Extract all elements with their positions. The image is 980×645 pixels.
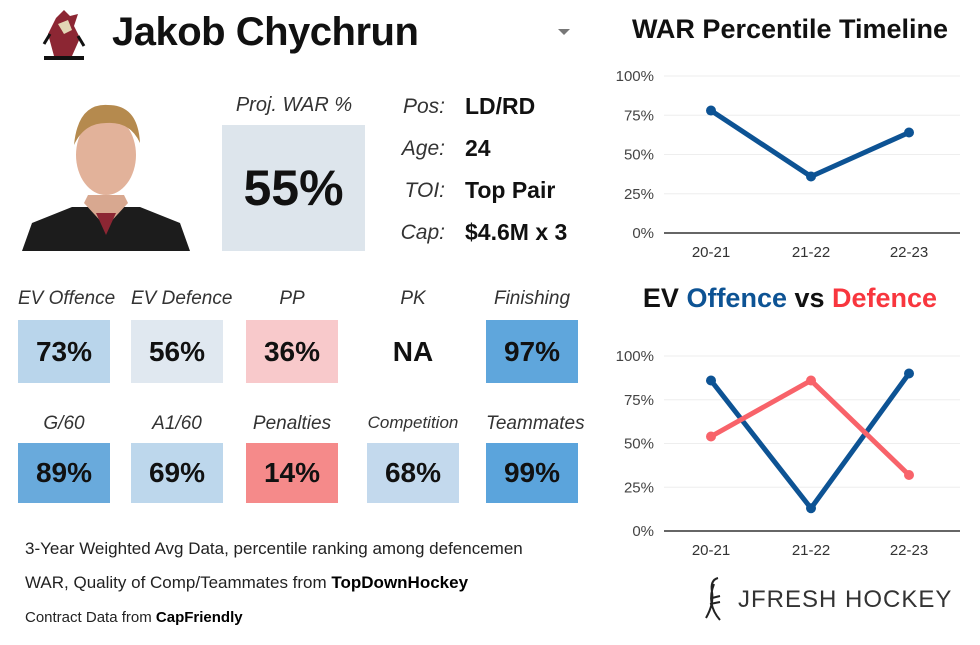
- stat-label: EV Offence: [18, 288, 116, 309]
- x-tick-label: 21-22: [792, 542, 830, 559]
- info-label-toi: TOI:: [404, 179, 445, 202]
- y-tick-label: 100%: [616, 348, 654, 365]
- war-timeline-chart: 0% 25% 50% 75% 100% 20-21 21-22 22-23: [616, 68, 960, 261]
- player-photo: [22, 95, 190, 251]
- y-tick-label: 75%: [624, 392, 654, 409]
- stat-label: G/60: [43, 413, 85, 434]
- proj-war-label: Proj. WAR %: [235, 94, 353, 116]
- data-point: [904, 368, 914, 379]
- data-point: [904, 127, 914, 138]
- stat-value: 97%: [486, 320, 578, 383]
- data-point: [806, 503, 816, 514]
- x-tick-label: 20-21: [692, 244, 730, 261]
- stat-label: Teammates: [486, 413, 585, 434]
- info-value-age: 24: [465, 135, 491, 161]
- series-line: [709, 372, 912, 511]
- x-tick-label: 22-23: [890, 542, 928, 559]
- y-tick-label: 75%: [624, 107, 654, 124]
- y-tick-label: 50%: [624, 147, 654, 164]
- footer-source-contract: Contract Data from CapFriendly: [25, 609, 243, 626]
- chart1-title: WAR Percentile Timeline: [631, 14, 949, 44]
- x-tick-label: 21-22: [792, 244, 830, 261]
- footer-note: 3-Year Weighted Avg Data, percentile ran…: [25, 539, 523, 558]
- brand-name: JFRESH HOCKEY: [738, 586, 953, 613]
- stat-value: 36%: [246, 320, 338, 383]
- player-dropdown-chevron-icon[interactable]: [558, 29, 570, 35]
- info-label-age: Age:: [401, 137, 445, 160]
- stat-label: PK: [400, 288, 426, 309]
- info-value-pos: LD/RD: [465, 93, 536, 119]
- data-point: [706, 431, 716, 442]
- data-point: [706, 105, 716, 116]
- stat-value: 99%: [486, 443, 578, 503]
- y-tick-label: 0%: [632, 225, 654, 242]
- info-label-pos: Pos:: [402, 95, 445, 118]
- data-point: [706, 375, 716, 386]
- info-label-cap: Cap:: [400, 221, 445, 244]
- stat-label: A1/60: [152, 413, 202, 434]
- data-point: [806, 171, 816, 182]
- y-tick-label: 50%: [624, 436, 654, 453]
- info-value-toi: Top Pair: [465, 177, 556, 203]
- team-logo: [42, 10, 86, 60]
- data-point: [904, 470, 914, 480]
- jfresh-logo-icon: [705, 577, 721, 621]
- x-tick-label: 20-21: [692, 542, 730, 559]
- proj-war-value: 55%: [222, 125, 365, 251]
- y-tick-label: 25%: [624, 479, 654, 496]
- stat-label: Finishing: [493, 288, 571, 309]
- player-name: Jakob Chychrun: [112, 10, 419, 54]
- stat-value: NA: [367, 320, 459, 383]
- y-tick-label: 25%: [624, 186, 654, 203]
- stat-value: 14%: [246, 443, 338, 503]
- stat-label: Penalties: [252, 413, 332, 434]
- stat-label: Competition: [367, 413, 459, 432]
- series-line: [709, 378, 911, 477]
- footer-source-war: WAR, Quality of Comp/Teammates from TopD…: [25, 573, 469, 592]
- stat-label: EV Defence: [131, 288, 233, 309]
- data-point: [806, 375, 816, 386]
- stat-value: 73%: [18, 320, 110, 383]
- y-tick-label: 100%: [616, 68, 654, 85]
- info-value-cap: $4.6M x 3: [465, 219, 568, 245]
- stat-value: 69%: [131, 443, 223, 503]
- chart2-title: EV Offence vs Defence: [642, 283, 938, 313]
- stat-value: 68%: [367, 443, 459, 503]
- series-line: [709, 108, 911, 179]
- ev-offence-defence-chart: 0% 25% 50% 75% 100% 20-21 21-22 22-23: [616, 348, 960, 559]
- stat-label: PP: [279, 288, 305, 309]
- stat-value: 56%: [131, 320, 223, 383]
- y-tick-label: 0%: [632, 523, 654, 540]
- x-tick-label: 22-23: [890, 244, 928, 261]
- stat-value: 89%: [18, 443, 110, 503]
